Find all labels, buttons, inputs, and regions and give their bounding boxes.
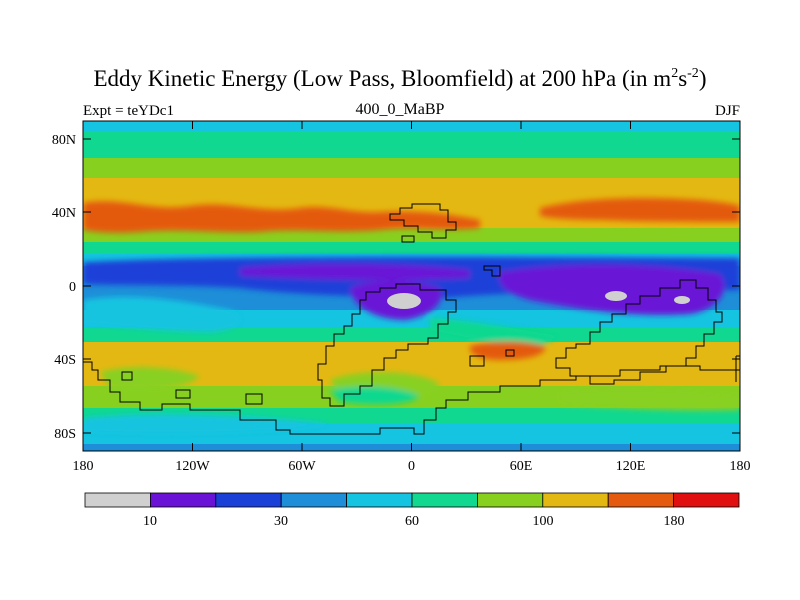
lon-label-0: 0: [408, 459, 415, 474]
period-label: 400_0_MaBP: [355, 101, 445, 118]
lon-label-60e: 60E: [510, 459, 533, 474]
colorbar-label-180: 180: [664, 514, 685, 529]
colorbar-labels: 10 30 60 100 180: [143, 514, 685, 529]
colorbar-label-10: 10: [143, 514, 157, 529]
season-label: DJF: [714, 103, 740, 119]
longitude-axis: 180 120W 60W 0 60E 120E 180: [73, 121, 751, 474]
minimum-patch: [605, 291, 627, 301]
lon-label-120e: 120E: [616, 459, 646, 474]
lon-label-120w: 120W: [175, 459, 210, 474]
colorbar-box: [346, 492, 413, 508]
lat-label-40s: 40S: [54, 353, 76, 368]
lat-label-80s: 80S: [54, 427, 76, 442]
latitude-axis: 80N 40N 0 40S 80S: [52, 133, 740, 442]
colorbar-label-60: 60: [405, 514, 419, 529]
lat-label-eq: 0: [69, 280, 76, 295]
contour-field: [83, 121, 740, 451]
map-title: Eddy Kinetic Energy (Low Pass, Bloomfiel…: [93, 66, 707, 91]
colorbar-box: [411, 492, 478, 508]
colorbar-box: [476, 492, 544, 508]
minimum-patch: [387, 293, 421, 309]
colorbar-box: [280, 492, 348, 508]
colorbar-box: [215, 492, 282, 508]
colorbar-label-100: 100: [533, 514, 554, 529]
colorbar-box: [607, 492, 675, 508]
coastlines: [83, 203, 740, 435]
experiment-label: Expt = teYDc1: [83, 103, 174, 119]
colorbar-box: [84, 492, 151, 508]
colorbar-label-30: 30: [274, 514, 288, 529]
colorbar-box: [673, 492, 740, 508]
lon-label-60w: 60W: [288, 459, 316, 474]
colorbar-box: [149, 492, 217, 508]
colorbar-box: [542, 492, 609, 508]
colorbar: [84, 492, 740, 508]
minimum-patch: [674, 296, 690, 304]
lat-label-80n: 80N: [52, 133, 76, 148]
lat-label-40n: 40N: [52, 206, 76, 221]
lon-label-180w: 180: [73, 459, 94, 474]
lon-label-180e: 180: [730, 459, 751, 474]
